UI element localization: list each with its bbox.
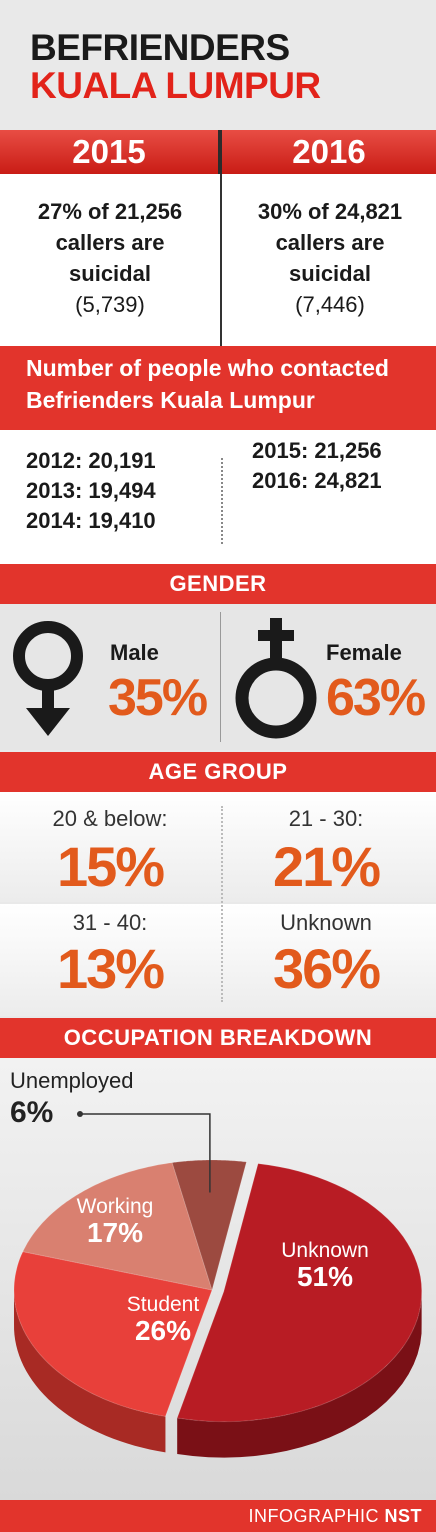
male-label: Male: [110, 640, 159, 665]
contact-2013: 2013: 19,494: [26, 478, 156, 503]
contacts-heading: Number of people who contacted Befriende…: [0, 346, 436, 430]
working-label-block: Working 17%: [40, 1194, 190, 1249]
stat-2015-line3: suicidal: [69, 261, 151, 286]
pie-slice-working: [22, 1162, 213, 1291]
stat-2016: 30% of 24,821 callers are suicidal (7,44…: [230, 196, 430, 320]
suicidal-stats-panel: [0, 174, 436, 346]
stat-2016-line3: suicidal: [289, 261, 371, 286]
age-row-2: [0, 904, 436, 1016]
contacts-heading-line2: Befrienders Kuala Lumpur: [26, 387, 315, 413]
stat-2016-line2: callers are: [275, 230, 385, 255]
stat-2015-line1: 27% of 21,256: [37, 199, 183, 224]
age-pct-21-30: 21%: [272, 835, 381, 898]
unemployed-leader-dot: [77, 1111, 83, 1117]
female-label: Female: [326, 640, 402, 665]
contacts-panel: [0, 430, 436, 564]
contact-2016: 2016: 24,821: [252, 468, 382, 493]
contacts-heading-line1: Number of people who contacted: [26, 355, 389, 381]
unemployed-label: Unemployed: [10, 1068, 134, 1093]
title-line2: KUALA LUMPUR: [30, 65, 321, 106]
contacts-dotted-divider: [221, 458, 223, 544]
age-pct-31-40: 13%: [56, 937, 165, 1000]
year-divider: [218, 130, 222, 174]
male-icon: [13, 621, 83, 736]
age-label-unknown: Unknown: [280, 910, 372, 935]
pie-slice-unknown: [176, 1163, 423, 1423]
footer-prefix: INFOGRAPHIC: [248, 1506, 385, 1526]
age-label-21-30: 21 - 30:: [288, 806, 364, 831]
unknown-label-block: Unknown 51%: [250, 1238, 400, 1293]
gender-divider: [220, 612, 221, 742]
pie-side-unknown: [177, 1287, 422, 1458]
age-label-20-below: 20 & below:: [52, 806, 168, 831]
age-pct-20-below: 15%: [56, 835, 165, 898]
title-line1: BEFRIENDERS: [30, 27, 290, 68]
male-pct: 35%: [108, 669, 208, 727]
contacts-list-right: 2015: 21,256 2016: 24,821: [252, 436, 382, 496]
footer-brand: NST: [384, 1506, 422, 1526]
footer: INFOGRAPHIC NST: [0, 1500, 436, 1532]
stat-2015: 27% of 21,256 callers are suicidal (5,73…: [10, 196, 210, 320]
year-2016: 2016: [292, 133, 366, 170]
contact-2014: 2014: 19,410: [26, 508, 156, 533]
unknown-pct: 51%: [296, 1261, 354, 1292]
occupation-pie-chart: [13, 1111, 423, 1458]
working-label: Working: [76, 1195, 154, 1218]
pie-side-student: [14, 1288, 166, 1453]
female-pct: 63%: [326, 669, 426, 727]
contacts-list-left: 2012: 20,191 2013: 19,494 2014: 19,410: [26, 446, 156, 536]
student-pct: 26%: [134, 1315, 192, 1346]
student-label-block: Student 26%: [88, 1292, 238, 1347]
working-pct: 17%: [86, 1217, 144, 1248]
pie-slice-student: [13, 1251, 213, 1417]
student-label: Student: [126, 1293, 200, 1316]
stat-2015-count: (5,739): [75, 292, 145, 317]
unemployed-leader-line: [80, 1113, 211, 1193]
contact-2015: 2015: 21,256: [252, 438, 382, 463]
occupation-heading: OCCUPATION BREAKDOWN: [0, 1018, 436, 1058]
stat-2015-line2: callers are: [55, 230, 165, 255]
year-2015: 2015: [72, 133, 146, 170]
unknown-label: Unknown: [281, 1239, 369, 1262]
stat-2016-line1: 30% of 24,821: [257, 199, 403, 224]
unemployed-pct: 6%: [10, 1096, 54, 1129]
age-pct-unknown: 36%: [272, 937, 381, 1000]
gender-heading: GENDER: [0, 564, 436, 604]
female-icon: [235, 618, 317, 739]
age-row-1: [0, 792, 436, 902]
age-label-31-40: 31 - 40:: [72, 910, 148, 935]
age-dotted-divider: [221, 806, 223, 1002]
stat-2016-count: (7,446): [295, 292, 365, 317]
contact-2012: 2012: 20,191: [26, 448, 156, 473]
stats-divider: [220, 174, 222, 346]
age-group-heading: AGE GROUP: [0, 752, 436, 792]
